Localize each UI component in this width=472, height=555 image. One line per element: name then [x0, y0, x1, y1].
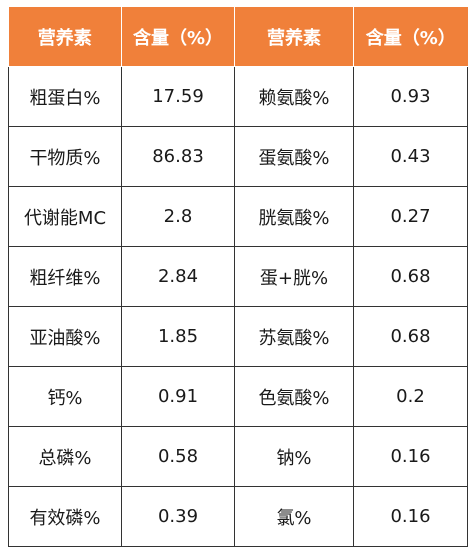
nutrition-table: 营养素 含量（%） 营养素 含量（%） 粗蛋白% 17.59 赖氨酸% 0.93… [8, 7, 468, 547]
table-row: 粗蛋白% 17.59 赖氨酸% 0.93 [8, 66, 468, 127]
nutrient-value-cell: 1.85 [121, 306, 235, 367]
table-row: 钙% 0.91 色氨酸% 0.2 [8, 366, 468, 427]
nutrient-value-cell: 0.43 [353, 126, 468, 187]
nutrient-value-cell: 0.16 [353, 426, 468, 487]
header-row: 营养素 含量（%） 营养素 含量（%） [8, 7, 468, 67]
nutrient-value-cell: 0.27 [353, 186, 468, 247]
nutrient-name-cell: 有效磷% [8, 486, 122, 547]
nutrient-name-cell: 氯% [234, 486, 354, 547]
nutrient-value-cell: 86.83 [121, 126, 235, 187]
nutrient-value-cell: 0.93 [353, 66, 468, 127]
nutrient-value-cell: 2.84 [121, 246, 235, 307]
nutrient-name-cell: 蛋+胱% [234, 246, 354, 307]
nutrient-name-cell: 苏氨酸% [234, 306, 354, 367]
header-nutrient-1: 营养素 [8, 7, 122, 67]
nutrient-name-cell: 粗纤维% [8, 246, 122, 307]
nutrient-name-cell: 蛋氨酸% [234, 126, 354, 187]
table-row: 亚油酸% 1.85 苏氨酸% 0.68 [8, 306, 468, 367]
nutrient-name-cell: 钙% [8, 366, 122, 427]
table-row: 粗纤维% 2.84 蛋+胱% 0.68 [8, 246, 468, 307]
nutrition-table-container: 营养素 含量（%） 营养素 含量（%） 粗蛋白% 17.59 赖氨酸% 0.93… [8, 7, 468, 548]
table-body: 粗蛋白% 17.59 赖氨酸% 0.93 干物质% 86.83 蛋氨酸% 0.4… [8, 66, 468, 547]
nutrient-value-cell: 0.2 [353, 366, 468, 427]
table-row: 有效磷% 0.39 氯% 0.16 [8, 486, 468, 547]
nutrient-value-cell: 0.68 [353, 306, 468, 367]
nutrient-value-cell: 0.68 [353, 246, 468, 307]
table-header: 营养素 含量（%） 营养素 含量（%） [8, 7, 468, 67]
nutrient-value-cell: 17.59 [121, 66, 235, 127]
table-row: 代谢能MC 2.8 胱氨酸% 0.27 [8, 186, 468, 247]
nutrient-name-cell: 总磷% [8, 426, 122, 487]
nutrient-name-cell: 色氨酸% [234, 366, 354, 427]
nutrient-value-cell: 0.58 [121, 426, 235, 487]
nutrient-name-cell: 粗蛋白% [8, 66, 122, 127]
nutrient-name-cell: 代谢能MC [8, 186, 122, 247]
nutrient-name-cell: 胱氨酸% [234, 186, 354, 247]
header-nutrient-2: 营养素 [234, 7, 354, 67]
nutrient-name-cell: 干物质% [8, 126, 122, 187]
table-row: 干物质% 86.83 蛋氨酸% 0.43 [8, 126, 468, 187]
nutrient-name-cell: 亚油酸% [8, 306, 122, 367]
nutrient-value-cell: 0.39 [121, 486, 235, 547]
nutrient-value-cell: 2.8 [121, 186, 235, 247]
nutrient-value-cell: 0.16 [353, 486, 468, 547]
table-row: 总磷% 0.58 钠% 0.16 [8, 426, 468, 487]
header-content-1: 含量（%） [121, 7, 235, 67]
nutrient-value-cell: 0.91 [121, 366, 235, 427]
header-content-2: 含量（%） [353, 7, 468, 67]
nutrient-name-cell: 赖氨酸% [234, 66, 354, 127]
nutrient-name-cell: 钠% [234, 426, 354, 487]
